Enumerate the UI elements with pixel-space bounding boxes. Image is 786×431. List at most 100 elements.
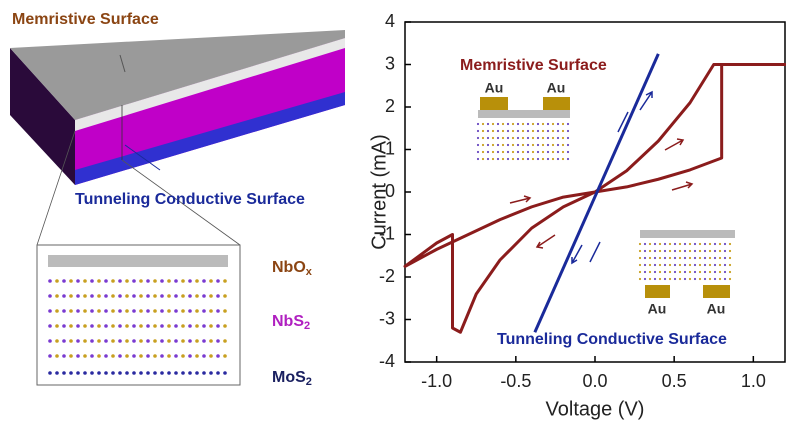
- atom: [512, 123, 514, 125]
- atom: [69, 279, 73, 283]
- atom: [639, 271, 641, 273]
- atom: [216, 371, 220, 375]
- atom: [704, 271, 706, 273]
- atom: [97, 279, 101, 283]
- atom: [492, 158, 494, 160]
- atom: [537, 144, 539, 146]
- atom: [216, 354, 220, 358]
- atom: [557, 144, 559, 146]
- atom: [477, 144, 479, 146]
- atom: [684, 250, 686, 252]
- atom: [507, 130, 509, 132]
- atom: [132, 294, 136, 298]
- atom: [48, 354, 52, 358]
- atom: [111, 279, 115, 283]
- atom: [55, 324, 59, 328]
- atom: [132, 324, 136, 328]
- atom: [699, 243, 701, 245]
- atom: [153, 309, 157, 313]
- atom: [674, 250, 676, 252]
- atom: [704, 278, 706, 280]
- atom: [76, 309, 80, 313]
- atom: [557, 151, 559, 153]
- prism: [10, 30, 345, 245]
- atom: [146, 371, 150, 375]
- atom: [55, 339, 59, 343]
- atom: [517, 151, 519, 153]
- atom: [714, 264, 716, 266]
- atom: [709, 278, 711, 280]
- atom: [118, 309, 122, 313]
- atom: [132, 371, 136, 375]
- atom: [153, 339, 157, 343]
- atom: [537, 137, 539, 139]
- atom: [644, 257, 646, 259]
- atom: [153, 371, 157, 375]
- atom: [482, 123, 484, 125]
- atom: [517, 144, 519, 146]
- atom: [55, 309, 59, 313]
- atom: [48, 324, 52, 328]
- atom: [160, 324, 164, 328]
- atom: [719, 243, 721, 245]
- atom: [704, 264, 706, 266]
- atom: [654, 257, 656, 259]
- atom: [507, 151, 509, 153]
- atom: [664, 264, 666, 266]
- atom: [522, 158, 524, 160]
- atom: [48, 294, 52, 298]
- atom: [223, 279, 227, 283]
- atom: [669, 250, 671, 252]
- atom: [709, 257, 711, 259]
- atom: [497, 151, 499, 153]
- atom: [181, 309, 185, 313]
- atom: [202, 371, 206, 375]
- atom: [497, 123, 499, 125]
- x-tick-label: 0.0: [582, 371, 607, 391]
- atom: [537, 158, 539, 160]
- atom: [654, 243, 656, 245]
- atom: [552, 144, 554, 146]
- atom: [679, 278, 681, 280]
- atom: [644, 278, 646, 280]
- atom: [492, 151, 494, 153]
- y-tick-label: 4: [385, 11, 395, 31]
- atom: [132, 339, 136, 343]
- atom: [689, 257, 691, 259]
- atom: [562, 130, 564, 132]
- atom: [487, 137, 489, 139]
- atom: [132, 309, 136, 313]
- atom: [684, 264, 686, 266]
- atom: [664, 243, 666, 245]
- atom: [694, 257, 696, 259]
- atom: [482, 151, 484, 153]
- atom: [659, 250, 661, 252]
- atom: [649, 250, 651, 252]
- atom: [724, 264, 726, 266]
- atom: [502, 151, 504, 153]
- atom: [188, 354, 192, 358]
- atom: [699, 250, 701, 252]
- atom: [48, 371, 52, 375]
- atom: [76, 371, 80, 375]
- atom: [502, 130, 504, 132]
- atom: [674, 257, 676, 259]
- atom: [567, 144, 569, 146]
- atom: [195, 309, 199, 313]
- atom: [174, 354, 178, 358]
- atom: [139, 324, 143, 328]
- atom: [62, 371, 66, 375]
- atom: [139, 354, 143, 358]
- atom: [104, 279, 108, 283]
- atom: [694, 278, 696, 280]
- atom: [679, 271, 681, 273]
- atom: [167, 371, 171, 375]
- atom: [125, 279, 129, 283]
- atom: [639, 264, 641, 266]
- atom: [209, 294, 213, 298]
- atom: [522, 123, 524, 125]
- atom: [719, 271, 721, 273]
- atom: [111, 371, 115, 375]
- y-axis-title: Current (mA): [368, 134, 390, 250]
- atom: [644, 250, 646, 252]
